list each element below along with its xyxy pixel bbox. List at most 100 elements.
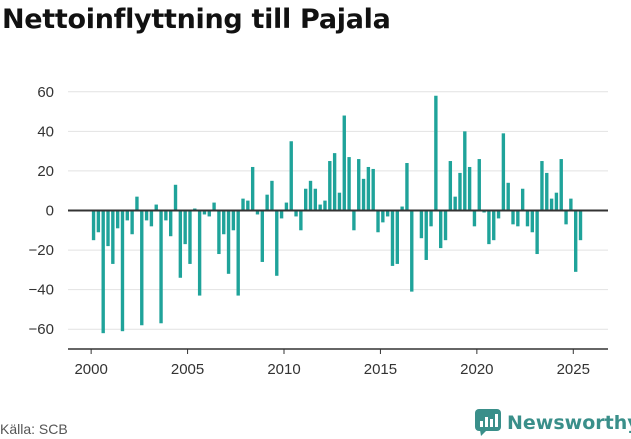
bar: [169, 210, 173, 237]
bar: [255, 210, 260, 215]
bar: [385, 210, 390, 217]
bar: [217, 210, 221, 255]
bar: [159, 210, 163, 324]
bar: [574, 210, 578, 272]
bar: [467, 166, 472, 211]
bar: [231, 210, 236, 231]
bar: [270, 180, 274, 211]
bar: [535, 210, 539, 255]
bar: [463, 131, 467, 211]
bar: [250, 166, 255, 211]
bar: [111, 210, 115, 264]
bar: [545, 172, 549, 211]
bar: [569, 198, 573, 211]
bars: [91, 95, 583, 334]
bar: [554, 192, 559, 211]
bar: [530, 210, 534, 233]
bar: [318, 204, 322, 211]
bar: [419, 210, 424, 239]
bar: [91, 210, 96, 241]
bar: [477, 159, 481, 211]
bar: [366, 166, 371, 211]
x-axis: 2000 2005 2010 2015 2020 2025: [68, 348, 608, 378]
bar: [410, 210, 414, 292]
y-axis-labels: −60 −40 −20 0 20 40 60: [29, 84, 54, 338]
bar: [511, 210, 515, 225]
bar: [564, 210, 568, 225]
bar: [439, 210, 443, 249]
bar: [125, 210, 129, 221]
bar: [284, 202, 289, 211]
bar: [357, 159, 361, 211]
bar: [429, 210, 433, 227]
bar: [178, 210, 183, 278]
bar: [246, 200, 250, 211]
bar: [154, 204, 158, 211]
bar: [304, 188, 308, 211]
y-tick-label: −40: [29, 282, 54, 299]
x-tick-label: 2025: [557, 361, 590, 378]
bar: [443, 210, 448, 241]
brand-logo: Newsworthy: [475, 408, 631, 438]
bar: [241, 198, 245, 211]
bar: [115, 210, 120, 229]
source-label: Källa: SCB: [0, 421, 68, 437]
bar: [265, 194, 269, 211]
brand-name: Newsworthy: [507, 412, 631, 434]
bar: [458, 172, 462, 211]
bar: [337, 192, 342, 211]
x-tick-label: 2010: [267, 361, 300, 378]
bar: [516, 210, 520, 227]
bar: [332, 153, 337, 211]
bar: [101, 210, 105, 334]
x-tick-label: 2020: [460, 361, 493, 378]
bar: [448, 161, 453, 211]
chart-title: Nettoinflyttning till Pajala: [2, 4, 391, 35]
bar: [144, 210, 149, 221]
bar: [525, 210, 530, 227]
gridlines: [68, 91, 608, 330]
bar: [381, 210, 385, 223]
x-tick-label: 2015: [364, 361, 397, 378]
bar: [212, 202, 216, 211]
bar: [120, 210, 125, 332]
x-tick-label: 2000: [74, 361, 107, 378]
bar: [549, 198, 554, 211]
bar: [197, 210, 202, 296]
bar: [390, 210, 395, 266]
bar: [207, 210, 211, 217]
bar-chart: −60 −40 −20 0 20 40 60 2000 2005 2010 2015 2020 202…: [29, 84, 608, 378]
bar: [492, 210, 496, 241]
y-tick-label: 60: [37, 84, 54, 101]
bar: [578, 210, 583, 241]
bar: [222, 210, 226, 235]
x-tick-label: 2005: [171, 361, 204, 378]
bar: [395, 210, 399, 264]
bar: [140, 210, 144, 326]
bar: [299, 210, 303, 231]
bar: [400, 206, 404, 211]
y-tick-label: −60: [29, 321, 54, 338]
bar: [434, 95, 438, 211]
bar: [106, 210, 110, 247]
y-tick-label: 20: [37, 163, 54, 180]
bar: [520, 188, 525, 211]
bar: [559, 159, 563, 211]
bar: [328, 161, 332, 211]
bar: [501, 133, 506, 211]
y-tick-label: 0: [46, 203, 54, 220]
bar: [424, 210, 428, 260]
bar: [453, 196, 457, 211]
bar: [352, 210, 356, 231]
bar: [149, 210, 154, 227]
bar: [376, 210, 380, 233]
bar: [275, 210, 279, 276]
y-tick-label: 40: [37, 123, 54, 140]
bar: [236, 210, 240, 296]
bar: [308, 180, 313, 211]
bar: [183, 210, 187, 245]
bar: [173, 184, 178, 211]
bar: [164, 210, 168, 221]
bar: [342, 115, 346, 211]
bar: [506, 182, 510, 211]
